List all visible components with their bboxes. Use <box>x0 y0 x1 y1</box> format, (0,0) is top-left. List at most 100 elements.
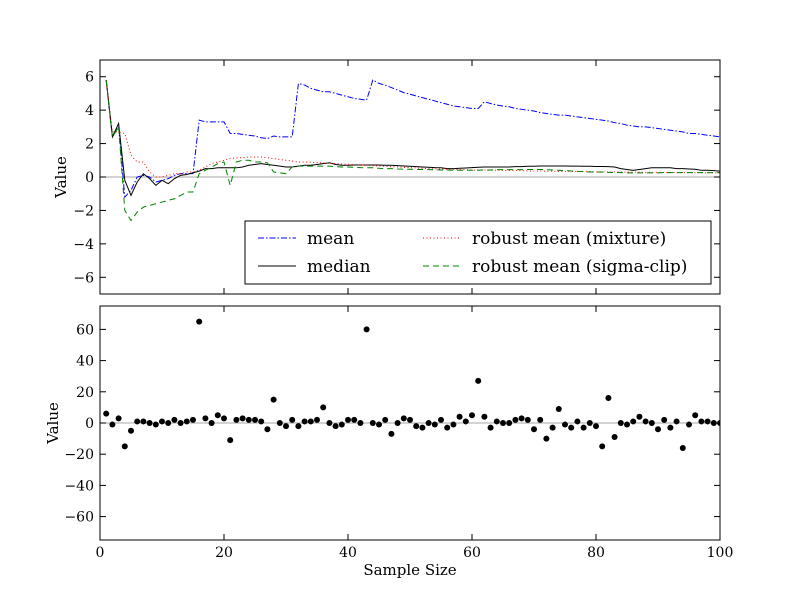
scatter-point <box>345 416 351 423</box>
scatter-point <box>295 423 302 430</box>
scatter-point <box>388 430 395 437</box>
scatter-point <box>165 420 172 426</box>
scatter-point <box>543 435 550 442</box>
bottom-xtick-label: 40 <box>339 545 357 561</box>
top-ytick-label: 4 <box>85 103 94 119</box>
bottom-y-axis-label: Value <box>44 402 62 445</box>
scatter-point <box>481 413 488 420</box>
scatter-point <box>667 424 674 431</box>
scatter-point <box>221 415 227 422</box>
scatter-point <box>624 421 630 428</box>
bottom-ytick-label: 20 <box>76 385 94 401</box>
scatter-point <box>704 418 711 425</box>
scatter-point <box>382 416 389 423</box>
scatter-point <box>314 416 320 423</box>
bottom-ytick-label: 40 <box>76 354 94 370</box>
scatter-point <box>140 418 147 425</box>
scatter-point <box>686 421 692 428</box>
legend-label-sigma-clip: robust mean (sigma-clip) <box>472 257 687 277</box>
scatter-point <box>307 418 314 425</box>
scatter-point <box>338 421 345 428</box>
legend-box <box>244 220 712 285</box>
scatter-point <box>475 377 482 384</box>
scatter-point <box>506 420 513 426</box>
top-y-axis-label: Value <box>52 156 70 199</box>
bottom-panel: −60 −40 −20 0 20 40 60 0 20 40 60 80 100 Value Sampl… <box>44 305 733 579</box>
scatter-point <box>363 326 370 333</box>
scatter-point <box>146 420 153 426</box>
scatter-point <box>655 426 661 433</box>
scatter-point <box>190 416 196 423</box>
scatter-point <box>462 418 469 425</box>
scatter-point <box>413 423 420 430</box>
scatter-point <box>692 412 699 419</box>
bottom-xtick-label: 20 <box>215 545 233 561</box>
scatter-point <box>611 434 618 441</box>
scatter-point <box>425 420 432 426</box>
scatter-point <box>351 416 358 423</box>
top-ytick-label: −4 <box>73 237 94 253</box>
scatter-point <box>407 416 413 423</box>
bottom-axes-frame <box>99 305 721 541</box>
scatter-point <box>524 416 531 423</box>
scatter-point <box>159 418 165 425</box>
scatter-point <box>642 418 649 425</box>
scatter-point <box>128 427 134 434</box>
scatter-point <box>493 418 500 425</box>
scatter-point <box>134 418 141 425</box>
bottom-xtick-label: 80 <box>587 545 605 561</box>
scatter-point <box>332 423 339 430</box>
scatter-point <box>586 420 593 426</box>
scatter-point <box>276 420 283 426</box>
bottom-ytick-label: −40 <box>64 478 94 494</box>
bottom-xtick-label: 60 <box>463 545 481 561</box>
scatter-point <box>487 424 494 431</box>
scatter-point <box>630 418 637 425</box>
scatter-point <box>357 420 364 426</box>
scatter-point <box>270 396 277 403</box>
scatter-point <box>419 424 426 431</box>
scatter-point <box>283 423 289 430</box>
top-ytick-label: 2 <box>85 137 94 153</box>
scatter-point <box>214 412 221 419</box>
scatter-point <box>202 415 209 422</box>
bottom-ytick-label: 0 <box>85 416 94 432</box>
scatter-point <box>326 420 333 426</box>
top-axes-frame <box>99 59 721 295</box>
scatter-point <box>376 421 382 428</box>
scatter-point <box>239 415 246 422</box>
scatter-point <box>208 420 215 426</box>
scatter-point <box>661 416 668 423</box>
bottom-ytick-label: −60 <box>64 510 94 526</box>
legend-label-mixture: robust mean (mixture) <box>472 229 666 249</box>
series-line-3 <box>105 80 720 222</box>
scatter-point <box>710 420 717 426</box>
scatter-point <box>599 443 606 450</box>
scatter-point <box>258 418 265 425</box>
scatter-point <box>555 405 562 412</box>
scatter-point <box>698 418 705 425</box>
scatter-point <box>580 424 587 431</box>
scatter-point <box>593 423 599 430</box>
scatter-point <box>152 421 159 428</box>
scatter-point <box>109 421 116 428</box>
top-ytick-label: −6 <box>73 270 94 286</box>
bottom-ytick-label: 60 <box>76 322 94 338</box>
scatter-point <box>469 412 475 419</box>
scatter-point <box>648 420 655 426</box>
scatter-point <box>574 418 581 425</box>
scatter-point <box>568 424 575 431</box>
scatter-point <box>394 420 401 426</box>
top-panel: −6 −4 −2 0 2 4 6 Value mean median robust mean… <box>52 59 721 295</box>
scatter-point <box>400 415 407 422</box>
scatter-point <box>177 420 184 426</box>
scatter-point <box>115 415 122 422</box>
scatter-point <box>196 318 203 325</box>
legend-label-median: median <box>307 257 371 277</box>
scatter-point <box>320 404 327 411</box>
scatter-point <box>289 416 296 423</box>
scatter-point <box>103 410 110 417</box>
scatter-point <box>636 413 643 420</box>
scatter-point <box>605 395 612 402</box>
